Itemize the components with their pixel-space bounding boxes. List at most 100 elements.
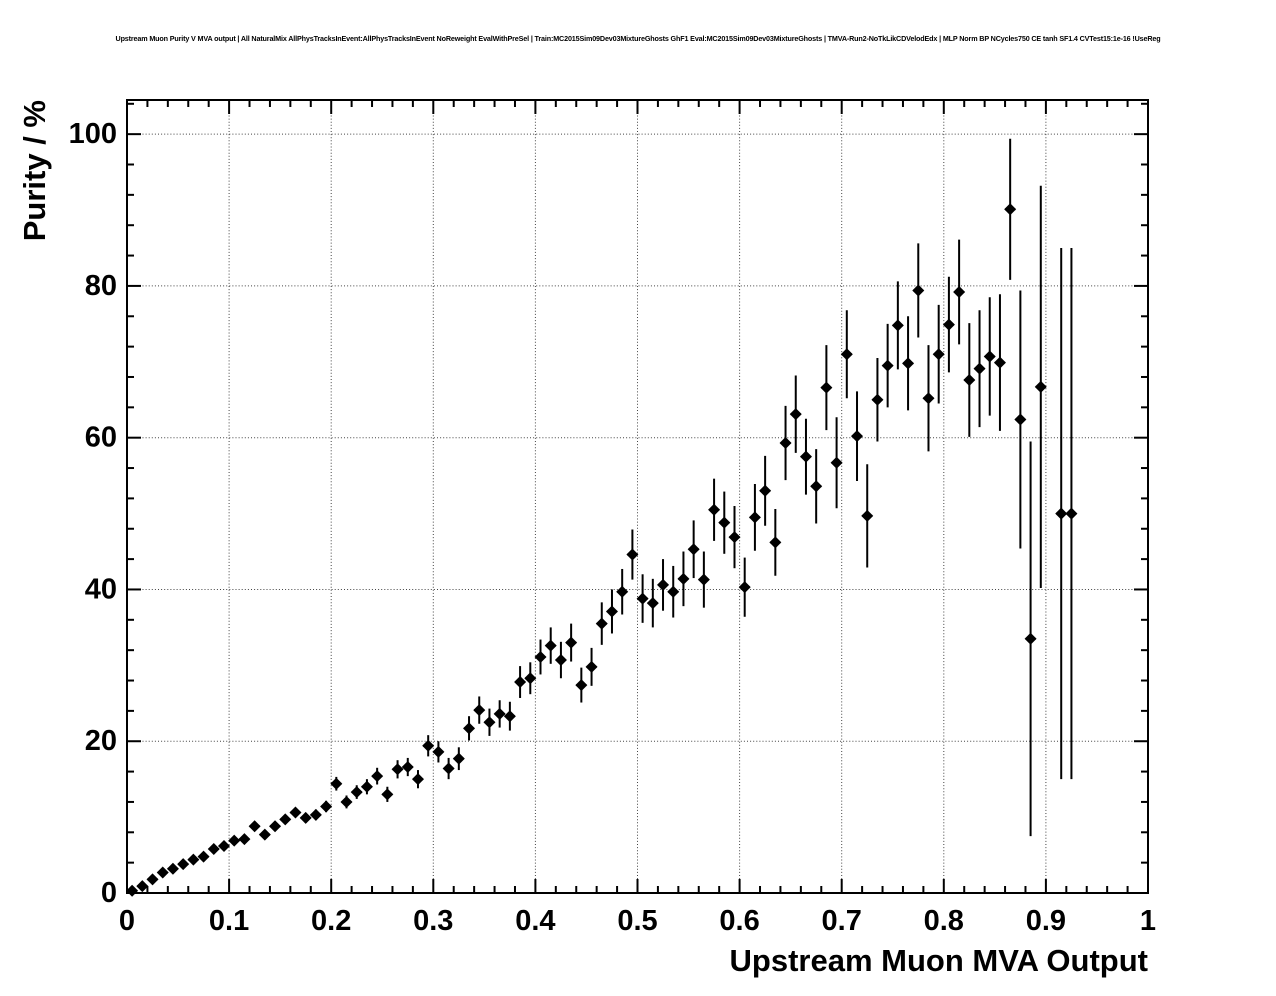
data-point-marker xyxy=(442,762,455,775)
data-point-marker xyxy=(646,597,659,610)
data-point-marker xyxy=(748,511,761,524)
data-point-marker xyxy=(881,359,894,372)
data-point-marker xyxy=(483,716,496,729)
data-point-marker xyxy=(942,318,955,331)
data-point-marker xyxy=(810,480,823,493)
data-point-marker xyxy=(228,834,241,847)
data-point-marker xyxy=(585,660,598,673)
data-point-marker xyxy=(217,839,230,852)
data-point-marker xyxy=(146,873,159,886)
data-point-marker xyxy=(912,284,925,297)
data-point-marker xyxy=(1014,413,1027,426)
data-point-marker xyxy=(401,761,414,774)
x-axis-title: Upstream Muon MVA Output xyxy=(730,943,1148,978)
data-point-marker xyxy=(799,450,812,463)
x-tick-label: 0.8 xyxy=(924,905,964,937)
data-point-marker xyxy=(667,585,680,598)
x-tick-label: 0.1 xyxy=(209,905,249,937)
data-point-marker xyxy=(238,833,251,846)
data-point-marker xyxy=(830,456,843,469)
data-point-marker xyxy=(687,543,700,556)
data-point-marker xyxy=(871,393,884,406)
y-tick-label: 100 xyxy=(69,118,117,150)
y-tick-label: 40 xyxy=(85,573,117,605)
data-point-marker xyxy=(657,578,670,591)
data-point-marker xyxy=(340,795,353,808)
data-point-marker xyxy=(973,362,986,375)
data-point-marker xyxy=(626,548,639,561)
data-point-marker xyxy=(605,605,618,618)
x-tick-label: 0.3 xyxy=(413,905,453,937)
x-tick-label: 0.6 xyxy=(719,905,759,937)
y-tick-label: 80 xyxy=(85,270,117,302)
data-point-marker xyxy=(851,430,864,443)
data-point-marker xyxy=(677,572,690,585)
data-point-marker xyxy=(718,516,731,529)
data-point-marker xyxy=(697,573,710,586)
data-point-marker xyxy=(1024,632,1037,645)
data-point-marker xyxy=(820,381,833,394)
data-point-marker xyxy=(1004,203,1017,216)
data-point-marker xyxy=(789,408,802,421)
data-point-marker xyxy=(779,437,792,450)
data-point-marker xyxy=(514,676,527,689)
data-point-marker xyxy=(126,884,139,897)
data-point-marker xyxy=(708,503,721,516)
data-point-marker xyxy=(769,536,782,549)
data-point-marker xyxy=(953,285,966,298)
x-tick-label: 0.4 xyxy=(515,905,555,937)
data-point-marker xyxy=(840,348,853,361)
data-point-marker xyxy=(554,654,567,667)
data-point-marker xyxy=(391,763,404,776)
data-point-marker xyxy=(258,828,271,841)
data-point-marker xyxy=(636,592,649,605)
data-point-marker xyxy=(279,813,292,826)
data-point-marker xyxy=(565,636,578,649)
data-point-marker xyxy=(524,672,537,685)
data-point-marker xyxy=(503,710,516,723)
y-axis-title: Purity / % xyxy=(17,100,52,241)
data-point-marker xyxy=(177,858,190,871)
x-tick-label: 0.2 xyxy=(311,905,351,937)
x-tick-label: 0.5 xyxy=(617,905,657,937)
data-point-marker xyxy=(166,862,179,875)
data-point-marker xyxy=(575,679,588,692)
x-tick-label: 0.9 xyxy=(1026,905,1066,937)
y-tick-label: 60 xyxy=(85,422,117,454)
x-tick-label: 0.7 xyxy=(822,905,862,937)
data-point-marker xyxy=(759,484,772,497)
data-point-marker xyxy=(922,392,935,405)
data-point-marker xyxy=(891,319,904,332)
data-point-marker xyxy=(902,357,915,370)
data-point-marker xyxy=(534,650,547,663)
data-point-marker xyxy=(993,356,1006,369)
data-point-marker xyxy=(616,585,629,598)
data-point-marker xyxy=(932,348,945,361)
data-point-marker xyxy=(1034,380,1047,393)
data-point-marker xyxy=(411,773,424,786)
data-point-marker xyxy=(197,850,210,863)
data-point-marker xyxy=(269,820,282,833)
data-point-marker xyxy=(963,374,976,387)
data-point-marker xyxy=(473,704,486,717)
x-tick-label: 0 xyxy=(119,905,135,937)
data-point-marker xyxy=(728,531,741,544)
data-point-marker xyxy=(207,842,220,855)
data-point-marker xyxy=(1055,507,1068,520)
data-point-marker xyxy=(360,780,373,793)
plot-frame xyxy=(126,99,1149,894)
data-point-marker xyxy=(309,808,322,821)
data-point-marker xyxy=(452,752,465,765)
data-point-marker xyxy=(493,707,506,720)
data-point-marker xyxy=(544,639,557,652)
data-point-marker xyxy=(187,853,200,866)
y-tick-label: 0 xyxy=(101,877,117,909)
data-point-marker xyxy=(350,786,363,799)
data-point-marker xyxy=(320,800,333,813)
x-tick-label: 1 xyxy=(1140,905,1156,937)
data-point-marker xyxy=(983,350,996,363)
data-point-marker xyxy=(1065,507,1078,520)
